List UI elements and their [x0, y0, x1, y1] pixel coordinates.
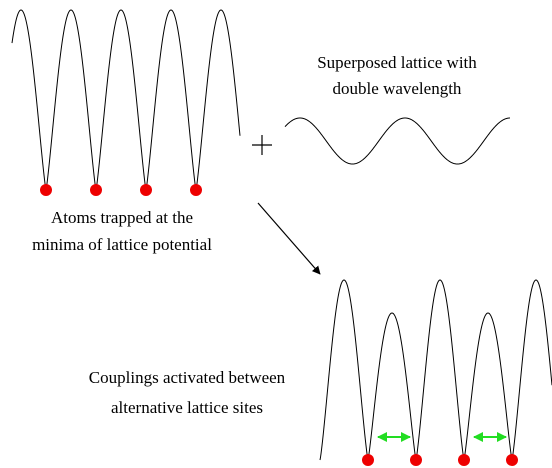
label: double wavelength: [333, 79, 462, 98]
lattice-curve: [11, 9, 241, 191]
atom: [190, 184, 202, 196]
label: minima of lattice potential: [32, 235, 212, 254]
label: Couplings activated between: [89, 368, 286, 387]
arrow: [257, 202, 321, 275]
atom: [90, 184, 102, 196]
atom: [40, 184, 52, 196]
atom: [362, 454, 374, 466]
label: alternative lattice sites: [111, 398, 263, 417]
lattice-curve: [284, 117, 511, 165]
label: Superposed lattice with: [317, 53, 477, 72]
atom: [140, 184, 152, 196]
label: Atoms trapped at the: [51, 208, 193, 227]
atom: [506, 454, 518, 466]
shapes: [11, 9, 552, 466]
atom: [410, 454, 422, 466]
lattice-curve: [319, 279, 552, 461]
atom: [458, 454, 470, 466]
